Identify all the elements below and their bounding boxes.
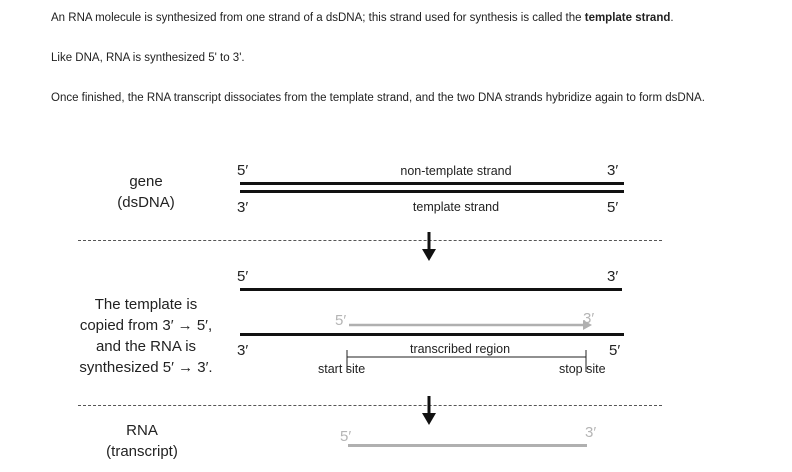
rna-label: RNA (transcript) <box>92 420 192 462</box>
gene-bottom-5prime: 5′ <box>607 199 619 216</box>
rna-transcript-5prime: 5′ <box>340 428 352 445</box>
nascent-rna-3prime: 3′ <box>583 310 595 327</box>
gene-top-5prime: 5′ <box>237 162 249 179</box>
gene-top-3prime: 3′ <box>607 162 619 179</box>
rna-label-line2: (transcript) <box>106 443 178 460</box>
start-site-label: start site <box>318 362 366 376</box>
transcription-top-3prime: 3′ <box>607 268 619 285</box>
non-template-strand-line <box>240 182 624 185</box>
stop-site-label: stop site <box>559 362 606 376</box>
transcription-template-line <box>240 333 624 336</box>
template-strand-line <box>240 190 624 193</box>
intro-text: An RNA molecule is synthesized from one … <box>51 12 585 24</box>
gene-bottom-3prime: 3′ <box>237 199 249 216</box>
transcription-label-line4: synthesized 5′ → 3′. <box>79 359 213 376</box>
transcribed-region-bracket <box>346 350 587 372</box>
nascent-rna-5prime: 5′ <box>335 312 347 329</box>
intro-paragraph-3: Once finished, the RNA transcript dissoc… <box>51 92 705 104</box>
gene-label-line2: (dsDNA) <box>117 194 175 211</box>
template-strand-label: template strand <box>412 200 500 214</box>
transcription-label: The template is copied from 3′ → 5′, and… <box>60 294 232 378</box>
transcription-bottom-5prime: 5′ <box>609 342 621 359</box>
section-divider-1 <box>78 240 662 241</box>
transcribed-region-label: transcribed region <box>409 342 511 356</box>
intro-period: . <box>670 12 674 24</box>
intro-paragraph-2: Like DNA, RNA is synthesized 5' to 3'. <box>51 52 245 64</box>
intro-paragraph-1: An RNA molecule is synthesized from one … <box>51 11 674 25</box>
down-arrow-1 <box>422 232 436 261</box>
transcription-bottom-3prime: 3′ <box>237 342 249 359</box>
transcription-label-line1: The template is <box>94 296 198 313</box>
rna-transcript-line <box>348 444 587 447</box>
rna-synthesis-arrow <box>349 320 592 330</box>
section-divider-2 <box>78 405 662 406</box>
transcription-top-5prime: 5′ <box>237 268 249 285</box>
transcription-label-line3: and the RNA is <box>95 338 197 355</box>
template-strand-term: template strand <box>584 12 671 24</box>
non-template-strand-label: non-template strand <box>400 164 512 178</box>
down-arrow-2 <box>422 396 436 425</box>
rna-label-line1: RNA <box>126 422 158 439</box>
rna-transcript-3prime: 3′ <box>585 424 597 441</box>
transcription-non-template-line <box>240 288 622 291</box>
gene-label: gene (dsDNA) <box>96 171 196 213</box>
transcription-label-line2: copied from 3′ → 5′, <box>79 317 213 334</box>
gene-label-line1: gene <box>129 173 163 190</box>
